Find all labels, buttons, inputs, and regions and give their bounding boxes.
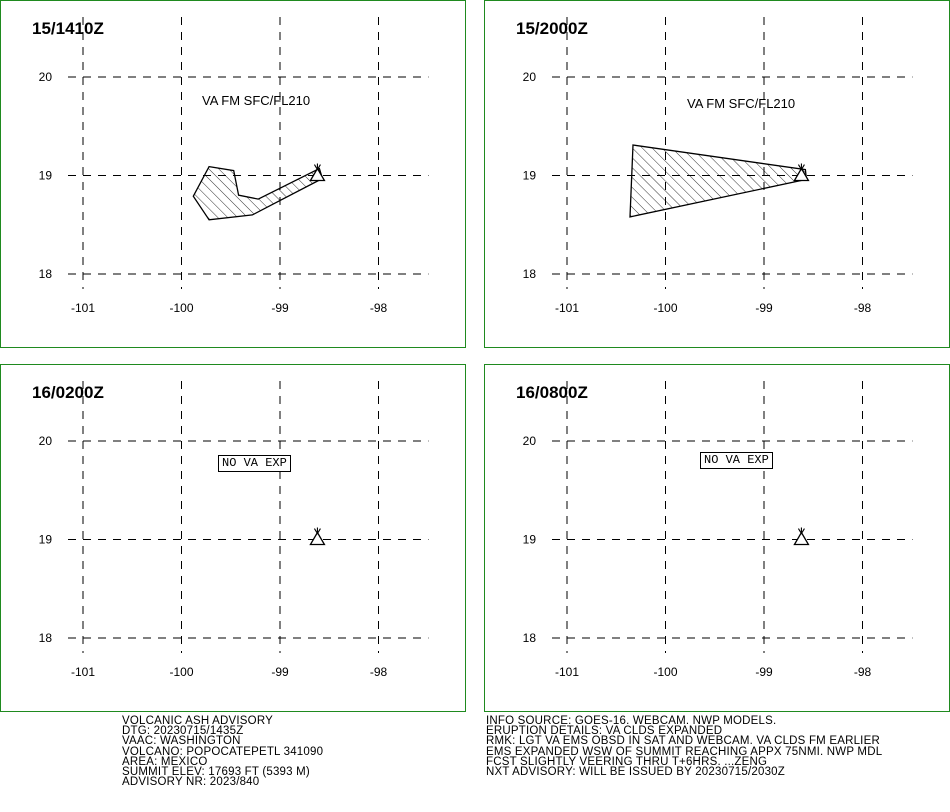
panel-time: 15/1410Z [32,19,104,38]
advisory-line: AREA: MEXICO [122,755,208,768]
eruption-plume-icon [797,527,805,535]
eruption-plume-icon [313,163,321,171]
latitude-label: 18 [523,267,537,281]
longitude-label: -99 [271,301,289,315]
advisory-line: ERUPTION DETAILS: VA CLDS EXPANDED [486,725,723,738]
advisory-remarks-text: INFO SOURCE: GOES-16. WEBCAM. NWP MODELS… [486,715,883,779]
eruption-plume-icon [797,163,805,171]
advisory-line: DTG: 20230715/1435Z [122,725,244,738]
longitude-label: -101 [71,665,95,679]
latitude-label: 20 [39,70,53,84]
advisory-line: EMS EXPANDED WSW OF SUMMIT REACHING APPX… [486,745,883,758]
no-ash-expected-label: NO VA EXP [700,452,773,469]
latitude-label: 19 [39,533,53,547]
longitude-label: -98 [370,665,388,679]
map-grid: -101 -100 -99 -98 20 19 18 [523,381,913,679]
advisory-line: RMK: LGT VA EMS OBSD IN SAT AND WEBCAM. … [486,735,880,748]
longitude-label: -99 [755,301,773,315]
volcano-icon [793,167,810,182]
latitude-label: 20 [39,434,53,448]
advisory-header-text: VOLCANIC ASH ADVISORY DTG: 20230715/1435… [122,715,324,789]
longitude-label: -100 [653,665,677,679]
longitude-label: -98 [370,301,388,315]
volcano-icon [793,531,810,546]
longitude-label: -101 [555,301,579,315]
panel-time: 16/0800Z [516,383,588,402]
longitude-label: -100 [169,301,193,315]
latitude-label: 19 [523,169,537,183]
advisory-line: ADVISORY NR: 2023/840 [122,776,260,789]
advisory-line: FCST SLIGHTLY VEERING THRU T+6HRS. ...ZE… [486,755,768,768]
no-ash-expected-label: NO VA EXP [218,455,291,472]
latitude-label: 19 [39,169,53,183]
eruption-plume-icon [313,527,321,535]
longitude-label: -100 [169,665,193,679]
longitude-label: -98 [854,665,872,679]
advisory-line: VOLCANIC ASH ADVISORY [122,715,273,727]
latitude-label: 19 [523,533,537,547]
advisory-line: INFO SOURCE: GOES-16. WEBCAM. NWP MODELS… [486,715,777,727]
latitude-label: 18 [523,631,537,645]
advisory-line: VOLCANO: POPOCATEPETL 341090 [122,745,324,758]
ash-level-label: VA FM SFC/FL210 [202,93,311,108]
latitude-label: 18 [39,267,53,281]
forecast-panel-2: -101 -100 -99 -98 20 19 18 16/0200Z NO VA EXP [0,364,466,712]
volcano-icon [309,531,326,546]
map-grid: -101 -100 -99 -98 20 19 18 [523,17,913,315]
volcano-icon [309,167,326,182]
latitude-label: 20 [523,70,537,84]
forecast-panel-0: -101 -100 -99 -98 20 19 18 15/1410Z VA FM SFC/… [0,0,466,348]
ash-level-label: VA FM SFC/FL210 [687,96,796,111]
map-grid: -101 -100 -99 -98 20 19 18 [39,381,429,679]
latitude-label: 18 [39,631,53,645]
advisory-line: SUMMIT ELEV: 17693 FT (5393 M) [122,766,310,779]
panel-time: 16/0200Z [32,383,104,402]
latitude-label: 20 [523,434,537,448]
ash-cloud-polygon [192,165,324,221]
ash-cloud-polygon [629,144,808,218]
longitude-label: -101 [555,665,579,679]
longitude-label: -100 [653,301,677,315]
map-grid: -101 -100 -99 -98 20 19 18 [39,17,429,315]
advisory-line: NXT ADVISORY: WILL BE ISSUED BY 20230715… [486,766,785,779]
advisory-line: VAAC: WASHINGTON [122,735,241,748]
longitude-label: -98 [854,301,872,315]
forecast-panel-1: -101 -100 -99 -98 20 19 18 15/2000Z VA FM SFC/… [484,0,950,348]
panel-time: 15/2000Z [516,19,588,38]
longitude-label: -99 [755,665,773,679]
longitude-label: -99 [271,665,289,679]
forecast-panel-3: -101 -100 -99 -98 20 19 18 16/0800Z NO VA EXP [484,364,950,712]
longitude-label: -101 [71,301,95,315]
